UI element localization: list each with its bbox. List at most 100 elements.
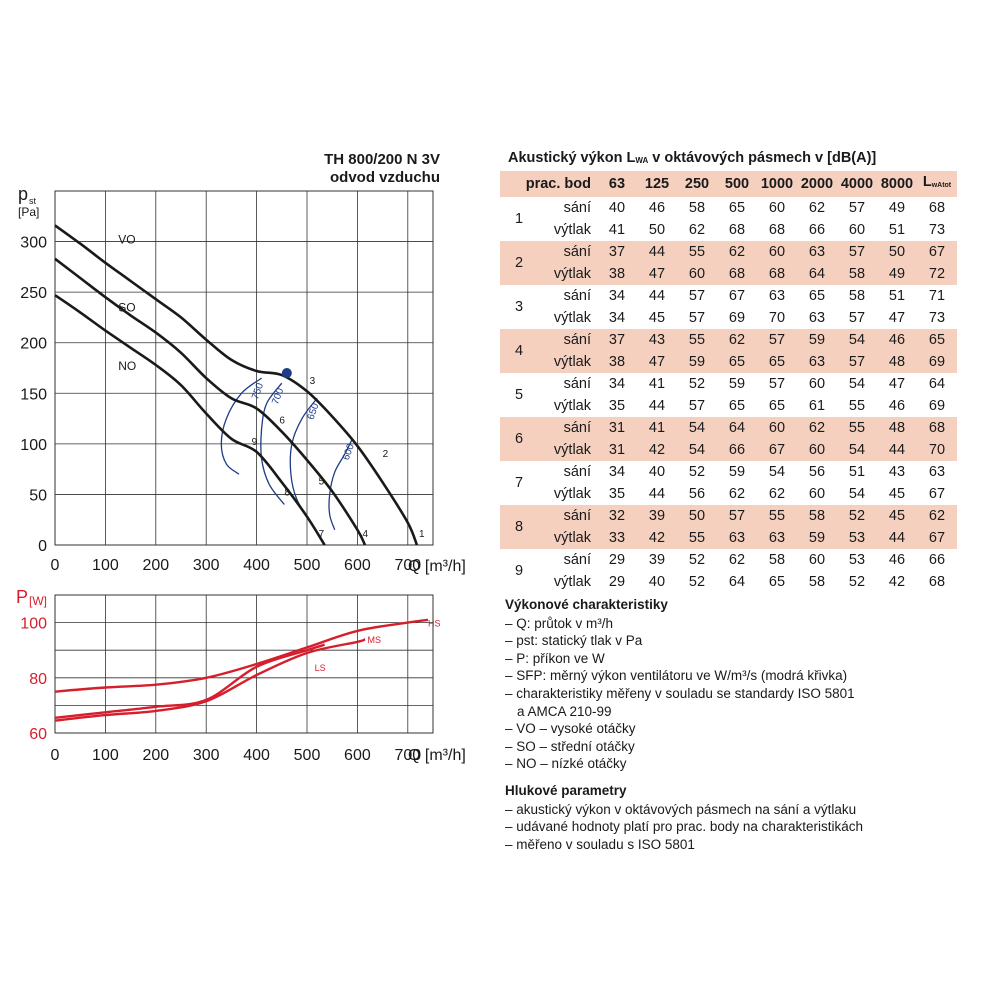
pressure-series-SO bbox=[54, 257, 367, 546]
power-x-axis-label: Q [m³/h] bbox=[408, 747, 466, 764]
table-row: 1 sání 40 46 58 65 60 62 57 49 68 bbox=[500, 197, 957, 227]
table-cell: 55 bbox=[837, 417, 877, 439]
noise-notes-list: – akustický výkon v oktávových pásmech n… bbox=[505, 801, 863, 854]
table-cell: 58 bbox=[848, 288, 866, 304]
performance-notes-title: Výkonové charakteristiky bbox=[505, 597, 668, 612]
pressure-y-tick-label: 300 bbox=[20, 235, 47, 252]
table-cell: 58 bbox=[797, 505, 837, 527]
table-row: 9 sání 29 39 52 62 58 60 53 46 66 bbox=[500, 549, 957, 579]
table-header-band: 63 bbox=[597, 171, 637, 197]
pressure-x-tick-label: 700 bbox=[394, 557, 421, 574]
table-cell: 43 bbox=[888, 464, 906, 480]
table-cell: 59 bbox=[797, 527, 837, 549]
table-cell: 41 bbox=[648, 376, 666, 392]
table-cell: 63 bbox=[797, 241, 837, 263]
table-cell: 56 bbox=[688, 486, 706, 502]
pressure-series-NO bbox=[54, 294, 326, 546]
note-item: – udávané hodnoty platí pro prac. body n… bbox=[505, 819, 863, 835]
table-cell: 40 bbox=[648, 574, 666, 590]
table-cell: 69 bbox=[917, 351, 957, 373]
table-side-label: sání bbox=[538, 505, 597, 527]
note-item: – měřeno v souladu s ISO 5801 bbox=[505, 836, 695, 852]
table-cell: 65 bbox=[768, 574, 786, 590]
table-cell: 59 bbox=[797, 329, 837, 351]
note-item: – SO – střední otáčky bbox=[505, 738, 635, 754]
table-cell: 58 bbox=[837, 263, 877, 285]
table-cell: 59 bbox=[728, 376, 746, 392]
working-point-label: 6 bbox=[279, 416, 285, 427]
table-side-label: sání bbox=[563, 200, 591, 216]
note-item: – VO – vysoké otáčky bbox=[505, 721, 636, 737]
table-title-text: Akustický výkon L bbox=[508, 150, 636, 166]
power-x-tick-label: 500 bbox=[294, 747, 321, 764]
table-cell: 57 bbox=[837, 351, 877, 373]
table-cell: 54 bbox=[837, 329, 877, 351]
table-cell: 44 bbox=[648, 288, 666, 304]
table-cell: 57 bbox=[717, 505, 757, 527]
table-cell: 45 bbox=[877, 505, 917, 527]
noise-notes-title: Hlukové parametry bbox=[505, 783, 627, 798]
pressure-y-axis-label: p bbox=[18, 184, 28, 204]
table-cell: 67 bbox=[757, 439, 797, 461]
pressure-x-tick-label: 400 bbox=[243, 557, 270, 574]
table-cell: 53 bbox=[837, 527, 877, 549]
table-cell: 70 bbox=[917, 439, 957, 461]
table-cell: 34 bbox=[608, 464, 626, 480]
performance-notes: Výkonové charakteristiky – Q: průtok v m… bbox=[505, 596, 855, 773]
table-side-label: sání bbox=[563, 464, 591, 480]
pressure-x-tick-label: 0 bbox=[51, 557, 60, 574]
table-cell: 54 bbox=[768, 464, 786, 480]
table-header-band: 1000 bbox=[757, 171, 797, 197]
pressure-plot-frame bbox=[54, 190, 434, 546]
table-cell: 44 bbox=[648, 486, 666, 502]
table-cell: 47 bbox=[888, 310, 906, 326]
table-cell: 44 bbox=[648, 398, 666, 414]
power-series-label: LS bbox=[315, 663, 326, 673]
acoustic-table: prac. bod 63 125 250 500 1000 2000 4000 8000 LwAt… bbox=[500, 171, 957, 593]
table-cell: 68 bbox=[717, 263, 757, 285]
table-cell: 62 bbox=[728, 552, 746, 568]
table-title: Akustický výkon LWA v oktávových pásmech… bbox=[508, 150, 876, 166]
table-cell: 43 bbox=[637, 329, 677, 351]
table-row: výtlak 38 47 59 65 65 63 57 48 69 bbox=[500, 351, 957, 373]
table-cell: 69 bbox=[928, 398, 946, 414]
acoustic-table-body: 1 sání 40 46 58 65 60 62 57 49 68 výtlak 41 50 62 68 68 6… bbox=[500, 197, 957, 593]
table-cell: 38 bbox=[597, 263, 637, 285]
note-item: – NO – nízké otáčky bbox=[505, 756, 627, 772]
sfp-curve-600 bbox=[328, 438, 353, 531]
table-point-number: 3 bbox=[514, 299, 524, 315]
pressure-x-tick-label: 600 bbox=[344, 557, 371, 574]
table-row: 3 sání 34 44 57 67 63 65 58 51 71 bbox=[500, 285, 957, 315]
table-cell: 34 bbox=[608, 376, 626, 392]
power-x-tick-label: 200 bbox=[142, 747, 169, 764]
table-cell: 33 bbox=[597, 527, 637, 549]
note-item: – charakteristiky měřeny v souladu se st… bbox=[505, 685, 855, 701]
table-side-label: výtlak bbox=[538, 351, 597, 373]
table-cell: 37 bbox=[597, 329, 637, 351]
table-cell: 62 bbox=[797, 417, 837, 439]
working-point-label: 1 bbox=[419, 529, 425, 540]
table-cell: 57 bbox=[688, 310, 706, 326]
power-y-axis-label: P bbox=[16, 587, 28, 607]
note-item: – P: příkon ve W bbox=[505, 650, 605, 666]
table-side-label: výtlak bbox=[553, 574, 591, 590]
pressure-y-tick-label: 250 bbox=[20, 285, 47, 302]
pressure-chart: 0 100 200 300 400 500 600 700 0 50 100 150 200 250 300… bbox=[18, 184, 466, 575]
table-cell: 31 bbox=[597, 439, 637, 461]
chart-title-line-2: odvod vzduchu bbox=[330, 169, 440, 186]
pressure-x-axis-label: Q [m³/h] bbox=[408, 558, 466, 575]
table-cell: 40 bbox=[608, 200, 626, 216]
table-header-total: LwAtot bbox=[917, 171, 957, 197]
pressure-y-axis-unit: [Pa] bbox=[18, 205, 39, 219]
table-side-label: sání bbox=[538, 241, 597, 263]
table-cell: 52 bbox=[688, 376, 706, 392]
noise-notes: Hlukové parametry – akustický výkon v ok… bbox=[505, 782, 863, 853]
table-cell: 55 bbox=[757, 505, 797, 527]
table-cell: 62 bbox=[808, 200, 826, 216]
table-cell: 60 bbox=[797, 439, 837, 461]
table-cell: 52 bbox=[688, 574, 706, 590]
table-cell: 60 bbox=[808, 486, 826, 502]
power-y-tick-label: 100 bbox=[20, 616, 47, 633]
table-cell: 35 bbox=[608, 398, 626, 414]
